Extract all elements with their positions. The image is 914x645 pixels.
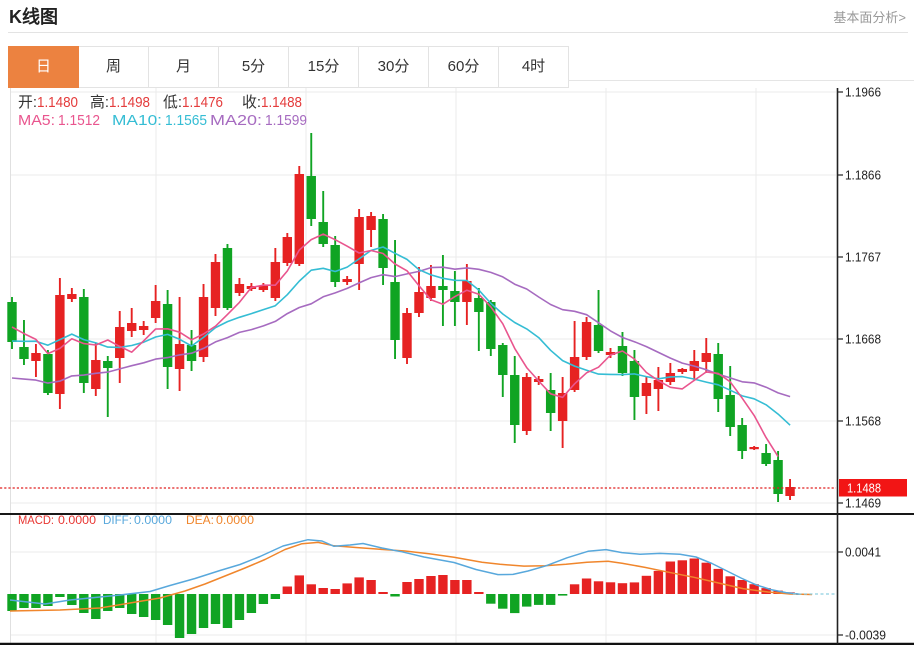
svg-text:1.1488: 1.1488 (261, 94, 302, 111)
svg-text:1.1599: 1.1599 (265, 112, 307, 129)
svg-text:0.0000: 0.0000 (58, 513, 96, 527)
svg-text:收:: 收: (242, 94, 261, 111)
svg-text:1.1767: 1.1767 (845, 250, 881, 265)
svg-text:MA20:: MA20: (210, 112, 262, 129)
svg-text:高:: 高: (90, 94, 109, 111)
svg-text:-0.0039: -0.0039 (845, 628, 886, 643)
svg-text:低:: 低: (163, 94, 182, 111)
svg-text:0.0000: 0.0000 (216, 513, 254, 527)
svg-text:MACD:: MACD: (18, 513, 54, 527)
svg-text:1.1565: 1.1565 (165, 112, 207, 129)
svg-text:1.1469: 1.1469 (845, 496, 881, 511)
svg-text:1.1480: 1.1480 (37, 94, 78, 111)
svg-text:MA10:: MA10: (112, 112, 162, 129)
svg-text:0.0041: 0.0041 (845, 545, 881, 560)
svg-text:开:: 开: (18, 94, 37, 111)
svg-text:1.1476: 1.1476 (182, 94, 223, 111)
svg-text:1.1668: 1.1668 (845, 332, 881, 347)
svg-text:MA5:: MA5: (18, 112, 55, 129)
svg-text:1.1966: 1.1966 (845, 85, 881, 100)
svg-text:0.0000: 0.0000 (134, 513, 172, 527)
svg-text:1.1866: 1.1866 (845, 168, 881, 183)
svg-text:1.1498: 1.1498 (109, 94, 150, 111)
svg-text:DIFF:: DIFF: (103, 513, 132, 527)
svg-text:DEA:: DEA: (186, 513, 214, 527)
svg-text:1.1488: 1.1488 (847, 481, 881, 496)
svg-text:1.1568: 1.1568 (845, 414, 881, 429)
svg-text:1.1512: 1.1512 (58, 112, 100, 129)
